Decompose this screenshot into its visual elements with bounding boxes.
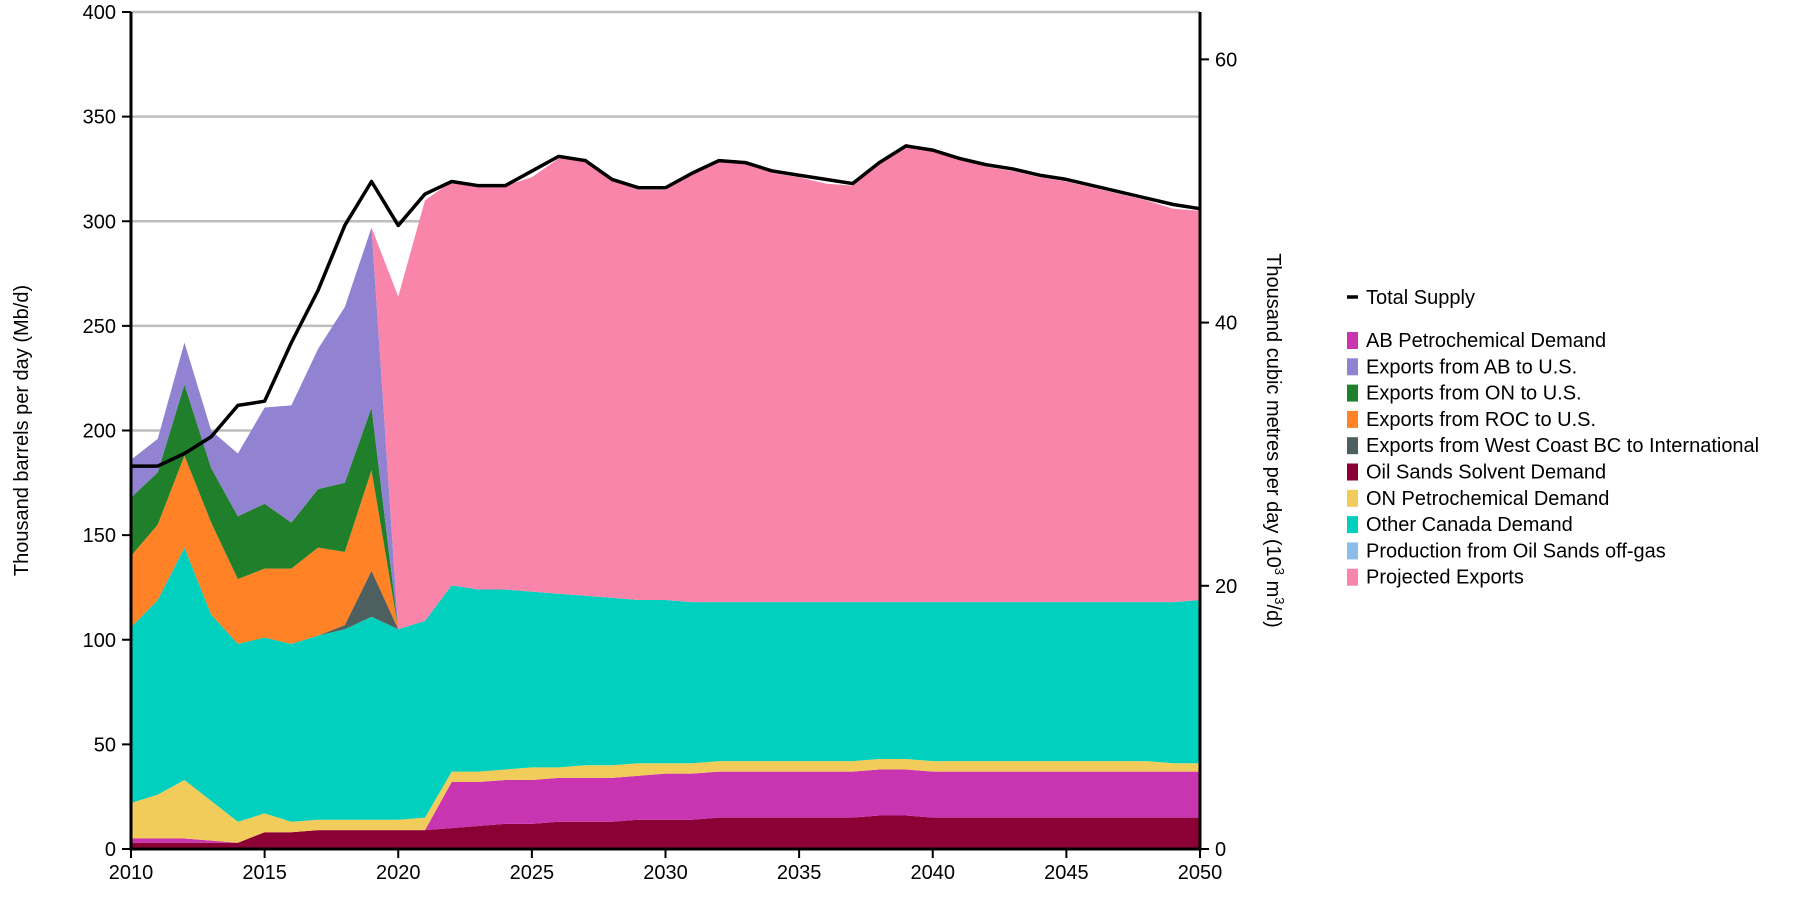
area-other-canada-demand [131, 547, 1200, 822]
legend-item-total-supply: Total Supply [1347, 287, 1475, 309]
y-tick-label-100: 100 [83, 630, 116, 652]
y-tick-label-300: 300 [83, 211, 116, 233]
legend-label-on-petrochemical-demand: ON Petrochemical Demand [1366, 488, 1609, 510]
area-ab-petrochemical-demand [131, 769, 1200, 843]
y2-axis-title-sup2: 3 [1272, 597, 1287, 604]
legend-swatch-production-from-oil-sands-off-gas [1347, 542, 1358, 560]
y-tick-label-350: 350 [83, 107, 116, 129]
legend-label-total-supply: Total Supply [1366, 287, 1475, 309]
legend-swatch-on-petrochemical-demand [1347, 489, 1358, 507]
y-axis-title: Thousand barrels per day (Mb/d) [11, 285, 33, 576]
legend-item-production-from-oil-sands-off-gas: Production from Oil Sands off-gas [1347, 540, 1666, 562]
y2-tick-label-0: 0 [1215, 839, 1226, 861]
x-tick-label-2040: 2040 [911, 862, 956, 884]
x-tick-label-2015: 2015 [242, 862, 287, 884]
legend-label-oil-sands-solvent-demand: Oil Sands Solvent Demand [1366, 462, 1606, 484]
legend-item-oil-sands-solvent-demand: Oil Sands Solvent Demand [1347, 462, 1606, 484]
y2-tick-label-20: 20 [1215, 576, 1237, 598]
x-tick-label-2020: 2020 [376, 862, 421, 884]
y2-axis-title-main: Thousand cubic metres per day (10 [1262, 253, 1284, 568]
legend-label-other-canada-demand: Other Canada Demand [1366, 514, 1573, 536]
legend-label-exports-from-on-to-u-s: Exports from ON to U.S. [1366, 383, 1582, 405]
y-tick-label-50: 50 [94, 734, 116, 756]
y2-axis-title-mid: m [1262, 575, 1284, 597]
x-tick-label-2045: 2045 [1044, 862, 1089, 884]
x-tick-label-2035: 2035 [777, 862, 822, 884]
legend-item-ab-petrochemical-demand: AB Petrochemical Demand [1347, 330, 1606, 352]
y2-axis-title-end: /d) [1262, 604, 1284, 627]
y2-axis-title-sup: 3 [1272, 568, 1287, 575]
line-total-supply [131, 144, 1201, 468]
x-tick-label-2050: 2050 [1178, 862, 1223, 884]
legend-swatch-projected-exports [1347, 568, 1358, 586]
area-exports-from-ab-to-u-s [131, 227, 1200, 630]
legend-item-exports-from-roc-to-u-s: Exports from ROC to U.S. [1347, 409, 1596, 431]
legend-item-exports-from-ab-to-u-s: Exports from AB to U.S. [1347, 356, 1577, 378]
legend-swatch-exports-from-west-coast-bc-to-international [1347, 437, 1358, 455]
area-on-petrochemical-demand [131, 759, 1200, 843]
legend-swatch-ab-petrochemical-demand [1347, 332, 1358, 349]
area-exports-from-on-to-u-s [131, 384, 1200, 630]
legend-label-projected-exports: Projected Exports [1366, 567, 1524, 589]
y-tick-label-0: 0 [105, 839, 116, 861]
x-tick-label-2030: 2030 [643, 862, 688, 884]
x-tick-label-2025: 2025 [510, 862, 555, 884]
stacked-areas [131, 143, 1200, 849]
legend-item-other-canada-demand: Other Canada Demand [1347, 514, 1573, 536]
legend-swatch-exports-from-on-to-u-s [1347, 384, 1358, 402]
y-tick-label-400: 400 [83, 2, 116, 24]
legend-item-exports-from-on-to-u-s: Exports from ON to U.S. [1347, 383, 1582, 405]
area-projected-exports [131, 143, 1200, 630]
legend: Total Supply AB Petrochemical Demand Expor… [1347, 287, 1759, 589]
x-tick-label-2010: 2010 [109, 862, 154, 884]
legend-label-production-from-oil-sands-off-gas: Production from Oil Sands off-gas [1366, 540, 1666, 562]
y-tick-label-250: 250 [83, 316, 116, 338]
legend-item-projected-exports: Projected Exports [1347, 567, 1524, 589]
legend-item-on-petrochemical-demand: ON Petrochemical Demand [1347, 488, 1609, 510]
legend-label-exports-from-ab-to-u-s: Exports from AB to U.S. [1366, 356, 1577, 378]
legend-item-exports-from-west-coast-bc-to-international: Exports from West Coast BC to Internatio… [1347, 435, 1759, 457]
area-exports-from-roc-to-u-s [131, 455, 1200, 644]
y2-axis-title: Thousand cubic metres per day (103 m3/d) [1262, 253, 1287, 628]
total-supply-line-group [131, 144, 1201, 468]
legend-swatch-exports-from-roc-to-u-s [1347, 410, 1358, 428]
legend-label-exports-from-west-coast-bc-to-international: Exports from West Coast BC to Internatio… [1366, 435, 1759, 457]
legend-label-exports-from-roc-to-u-s: Exports from ROC to U.S. [1366, 409, 1596, 431]
legend-swatch-other-canada-demand [1347, 516, 1358, 534]
area-oil-sands-solvent-demand [131, 815, 1200, 849]
y-tick-label-150: 150 [83, 525, 116, 547]
legend-swatch-exports-from-ab-to-u-s [1347, 358, 1358, 376]
y-tick-label-200: 200 [83, 421, 116, 443]
legend-label-ab-petrochemical-demand: AB Petrochemical Demand [1366, 330, 1606, 352]
y2-tick-label-60: 60 [1215, 49, 1237, 71]
y2-tick-label-40: 40 [1215, 313, 1237, 335]
legend-swatch-oil-sands-solvent-demand [1347, 463, 1358, 481]
